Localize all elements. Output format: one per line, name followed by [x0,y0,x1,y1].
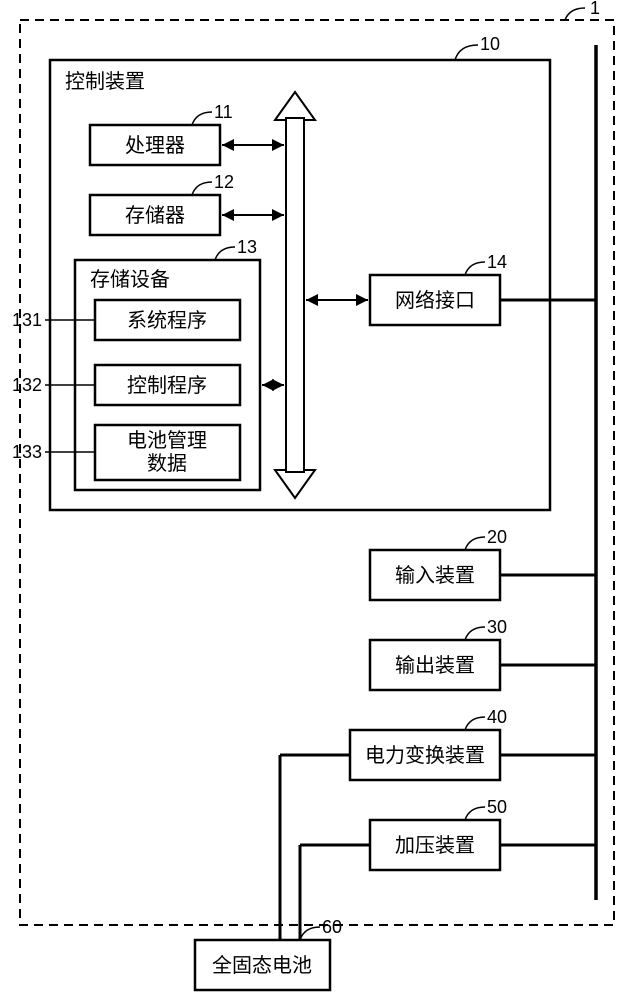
batt-mgmt-label-1: 电池管理 [127,429,207,452]
ref-20: 20 [487,527,507,547]
internal-bus [275,92,315,498]
memory-label: 存储器 [125,204,185,227]
battery-label: 全固态电池 [212,954,312,977]
net-if-label: 网络接口 [395,289,475,312]
pressure-label: 加压装置 [395,834,475,857]
ref-leader-14 [465,262,485,275]
batt-mgmt-label-2: 数据 [147,452,187,475]
ref-leader-50 [465,807,485,820]
ctrl-prog-label: 控制程序 [127,374,207,397]
ref-60: 60 [322,917,342,937]
ref-leader-60 [300,927,320,940]
control-device-label: 控制装置 [65,70,145,93]
ref-leader-1 [565,8,585,20]
ref-leader-40 [465,717,485,730]
ref-12: 12 [214,172,234,192]
ref-40: 40 [487,707,507,727]
ref-50: 50 [487,797,507,817]
ref-leader-30 [465,627,485,640]
ref-11: 11 [214,102,233,122]
system-diagram: 1 控制装置 10 处理器 11 存储器 12 存储设备 13 [0,0,634,1000]
ref-132: 132 [12,375,42,395]
ref-leader-13 [215,247,235,260]
ref-133: 133 [12,442,42,462]
storage-label: 存储设备 [90,268,170,291]
processor-label: 处理器 [125,134,185,157]
sys-prog-label: 系统程序 [127,309,207,332]
ref-30: 30 [487,617,507,637]
ref-131: 131 [12,310,42,330]
ref-13: 13 [237,237,257,257]
output-dev-label: 输出装置 [395,654,475,677]
power-conv-label: 电力变换装置 [365,744,485,767]
ref-leader-10 [455,45,478,60]
ref-1: 1 [590,0,600,18]
ref-leader-20 [465,537,485,550]
ref-leader-12 [192,182,212,195]
ref-10: 10 [480,34,500,54]
ref-leader-11 [192,112,212,125]
ref-14: 14 [487,252,507,272]
input-dev-label: 输入装置 [395,564,475,587]
